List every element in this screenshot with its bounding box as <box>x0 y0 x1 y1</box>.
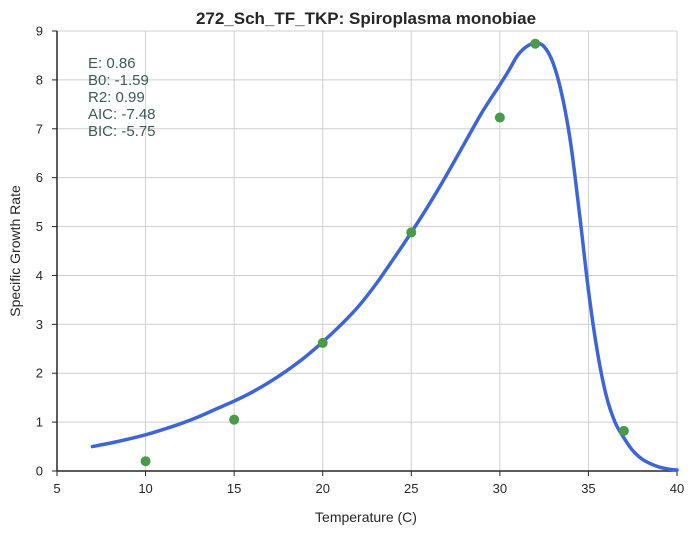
fit-stat: B0: -1.59 <box>88 72 149 89</box>
fit-stat: AIC: -7.48 <box>88 106 156 123</box>
y-tick-label: 0 <box>36 464 43 479</box>
y-tick-label: 2 <box>36 366 43 381</box>
x-tick-label: 40 <box>670 481 684 496</box>
data-point <box>494 112 505 123</box>
x-tick-label: 10 <box>138 481 152 496</box>
y-tick-label: 3 <box>36 317 43 332</box>
axes <box>52 30 678 476</box>
x-tick-label: 25 <box>404 481 418 496</box>
fit-stat: BIC: -5.75 <box>88 123 156 140</box>
data-point <box>317 337 328 348</box>
data-points <box>140 38 629 467</box>
data-point <box>530 38 541 49</box>
x-tick-label: 20 <box>315 481 329 496</box>
fit-curve <box>90 41 679 472</box>
fit-stat: R2: 0.99 <box>88 89 145 106</box>
y-tick-labels: 0 1 2 3 4 5 6 7 8 9 <box>36 24 43 479</box>
chart-title: 272_Sch_TF_TKP: Spiroplasma monobiae <box>196 9 536 28</box>
y-tick-label: 4 <box>36 268 43 283</box>
y-tick-label: 7 <box>36 121 43 136</box>
data-point <box>618 425 629 436</box>
x-tick-label: 30 <box>493 481 507 496</box>
x-tick-label: 15 <box>227 481 241 496</box>
x-tick-labels: 5 10 15 20 25 30 35 40 <box>53 481 684 496</box>
y-tick-label: 5 <box>36 219 43 234</box>
x-tick-label: 5 <box>53 481 60 496</box>
y-axis-label: Specific Growth Rate <box>7 185 23 317</box>
data-point <box>140 456 151 467</box>
x-tick-label: 35 <box>581 481 595 496</box>
y-tick-label: 6 <box>36 170 43 185</box>
y-tick-label: 8 <box>36 72 43 87</box>
y-tick-label: 1 <box>36 415 43 430</box>
data-point <box>406 227 417 238</box>
data-point <box>229 414 240 425</box>
y-tick-label: 9 <box>36 24 43 39</box>
x-axis-label: Temperature (C) <box>315 509 417 525</box>
fit-stat: E: 0.86 <box>88 55 136 72</box>
